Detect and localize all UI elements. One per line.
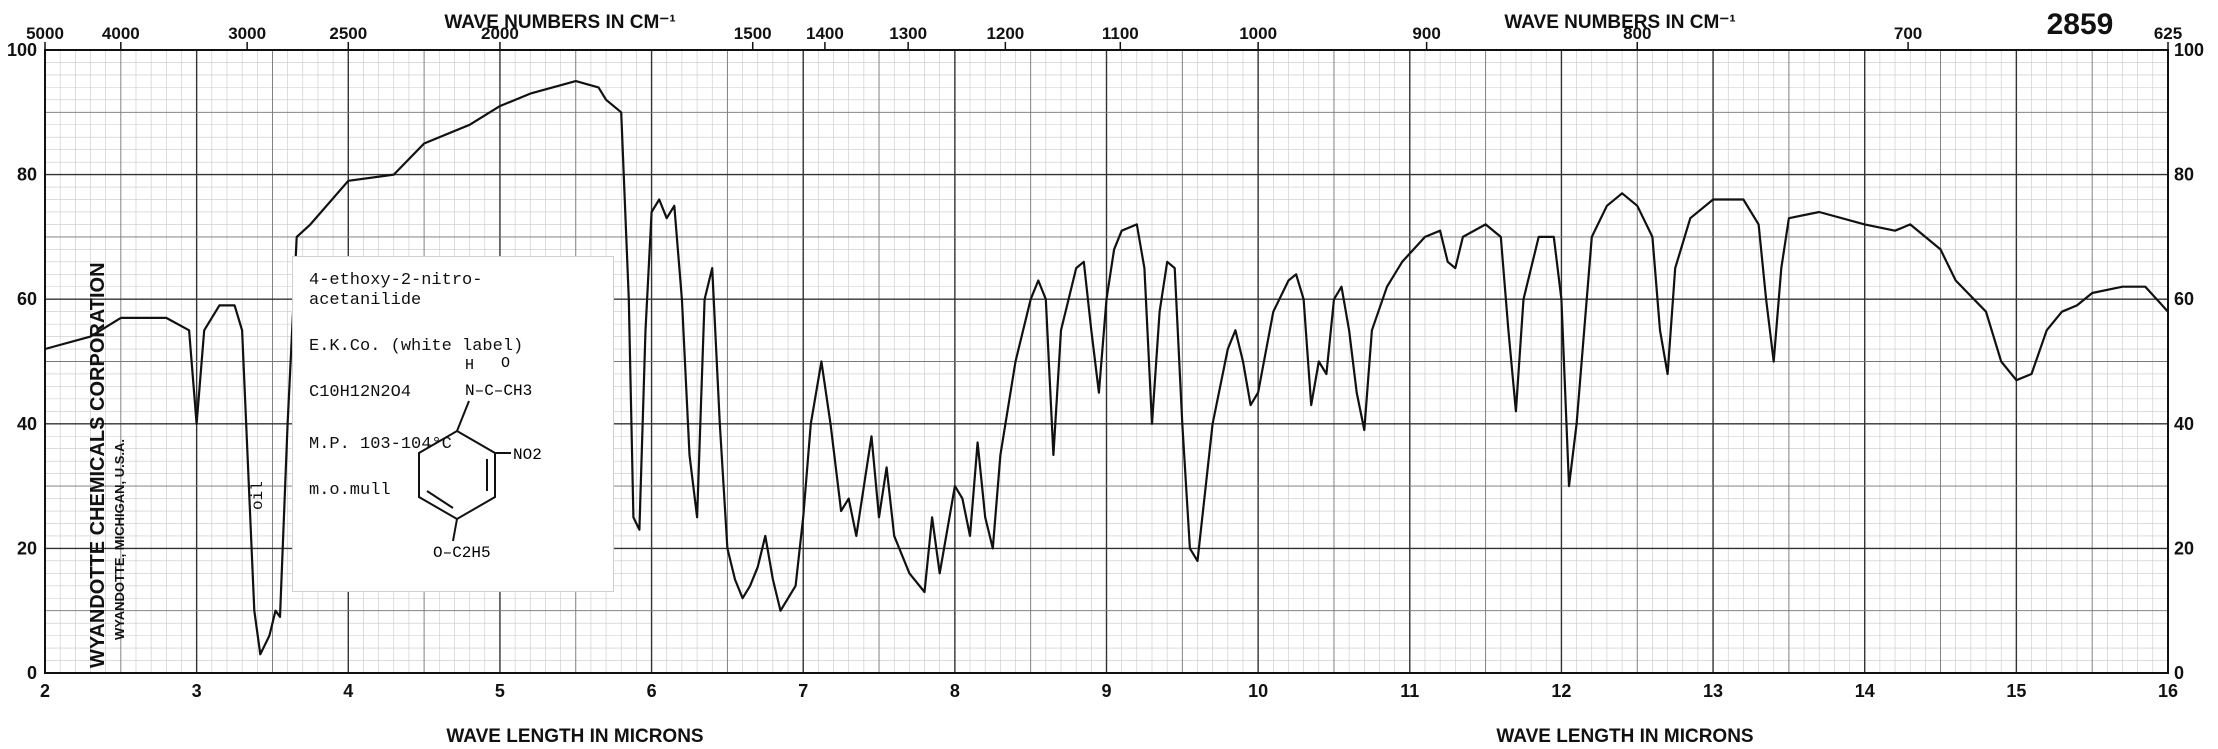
right-tick-label: 40 [2174,414,2194,434]
top-axis-title-left: WAVE NUMBERS IN CM⁻¹ [444,12,675,33]
bottom-tick-label: 8 [950,681,960,701]
left-tick-label: 20 [17,538,37,558]
bottom-tick-label: 7 [798,681,808,701]
sample-name-line2: acetanilide [309,291,422,310]
bottom-tick-label: 16 [2158,681,2178,701]
sample-source: E.K.Co. (white label) [309,337,524,356]
top-axis-title-right: WAVE NUMBERS IN CM⁻¹ [1504,12,1735,33]
right-tick-label: 0 [2174,663,2184,683]
bottom-tick-label: 5 [495,681,505,701]
bottom-tick-label: 10 [1248,681,1268,701]
top-tick-label: 900 [1412,24,1440,43]
sample-medium: m.o.mull [309,481,391,500]
bottom-tick-label: 14 [1855,681,1875,701]
top-tick-label: 4000 [102,24,140,43]
left-axis-ticks: 0 20 40 60 80 100 [7,40,37,683]
top-tick-label: 1500 [734,24,772,43]
structure-oet: O–C2H5 [433,544,491,562]
benzene-ring [418,429,496,521]
bottom-tick-label: 12 [1551,681,1571,701]
right-tick-label: 100 [2174,40,2204,60]
right-tick-label: 80 [2174,165,2194,185]
structure-n-group: N–C–CH3 [465,382,532,400]
left-tick-label: 60 [17,289,37,309]
right-axis-ticks: 0 20 40 60 80 100 [2174,40,2204,683]
bottom-tick-label: 13 [1703,681,1723,701]
bond-oet [452,518,458,542]
bond-n [456,400,470,432]
top-tick-label: 1200 [986,24,1024,43]
right-tick-label: 20 [2174,538,2194,558]
top-tick-label: 3000 [228,24,266,43]
right-tick-label: 60 [2174,289,2194,309]
sample-info-card: 4-ethoxy-2-nitro- acetanilide E.K.Co. (w… [292,256,614,592]
maker-location: WYANDOTTE, MICHIGAN, U.S.A. [112,439,127,640]
bottom-axis-ticks: 2 3 4 5 6 7 8 9 10 11 12 13 14 15 16 [40,681,2178,701]
bottom-tick-label: 3 [192,681,202,701]
bottom-tick-label: 2 [40,681,50,701]
sample-melting-point: M.P. 103-104°C [309,435,452,454]
structure-no2: NO2 [513,446,542,464]
bottom-axis-title-right: WAVE LENGTH IN MICRONS [1496,726,1753,747]
structure-h: H [465,357,474,374]
top-tick-label: 1000 [1239,24,1277,43]
top-tick-label: 1300 [889,24,927,43]
left-tick-label: 100 [7,40,37,60]
structure-o: O [501,355,510,372]
bottom-tick-label: 11 [1400,681,1419,701]
top-tick-label: 5000 [26,24,64,43]
top-tick-label: 1400 [806,24,844,43]
top-tick-label: 700 [1894,24,1922,43]
left-tick-label: 80 [17,165,37,185]
left-tick-label: 0 [27,663,37,683]
spectrum-number: 2859 [2047,8,2114,41]
left-tick-label: 40 [17,414,37,434]
sample-name-line1: 4-ethoxy-2-nitro- [309,271,483,290]
bottom-tick-label: 9 [1101,681,1111,701]
bottom-tick-label: 4 [343,681,353,701]
bottom-tick-label: 6 [647,681,657,701]
structure-diagram: H O N–C–CH3 NO2 O–C2H5 [418,355,542,562]
bottom-tick-label: 15 [2006,681,2026,701]
ring-double-bond-2 [426,490,454,509]
oil-annotation: oil [249,481,267,510]
top-tick-label: 2000 [481,24,519,43]
top-tick-label: 625 [2154,24,2182,43]
maker-name: WYANDOTTE CHEMICALS CORPORATION [87,262,109,668]
plot-frame [44,49,2169,674]
spectrum-line [44,80,2169,656]
top-tick-label: 800 [1623,24,1651,43]
top-tick-label: 2500 [329,24,367,43]
sample-formula: C10H12N2O4 [309,383,412,402]
top-axis-ticks: 5000 4000 3000 2500 2000 1500 1400 1300 1200 1100… [26,24,2182,50]
top-tick-label: 1100 [1102,24,1139,43]
bottom-axis-title-left: WAVE LENGTH IN MICRONS [446,726,703,747]
